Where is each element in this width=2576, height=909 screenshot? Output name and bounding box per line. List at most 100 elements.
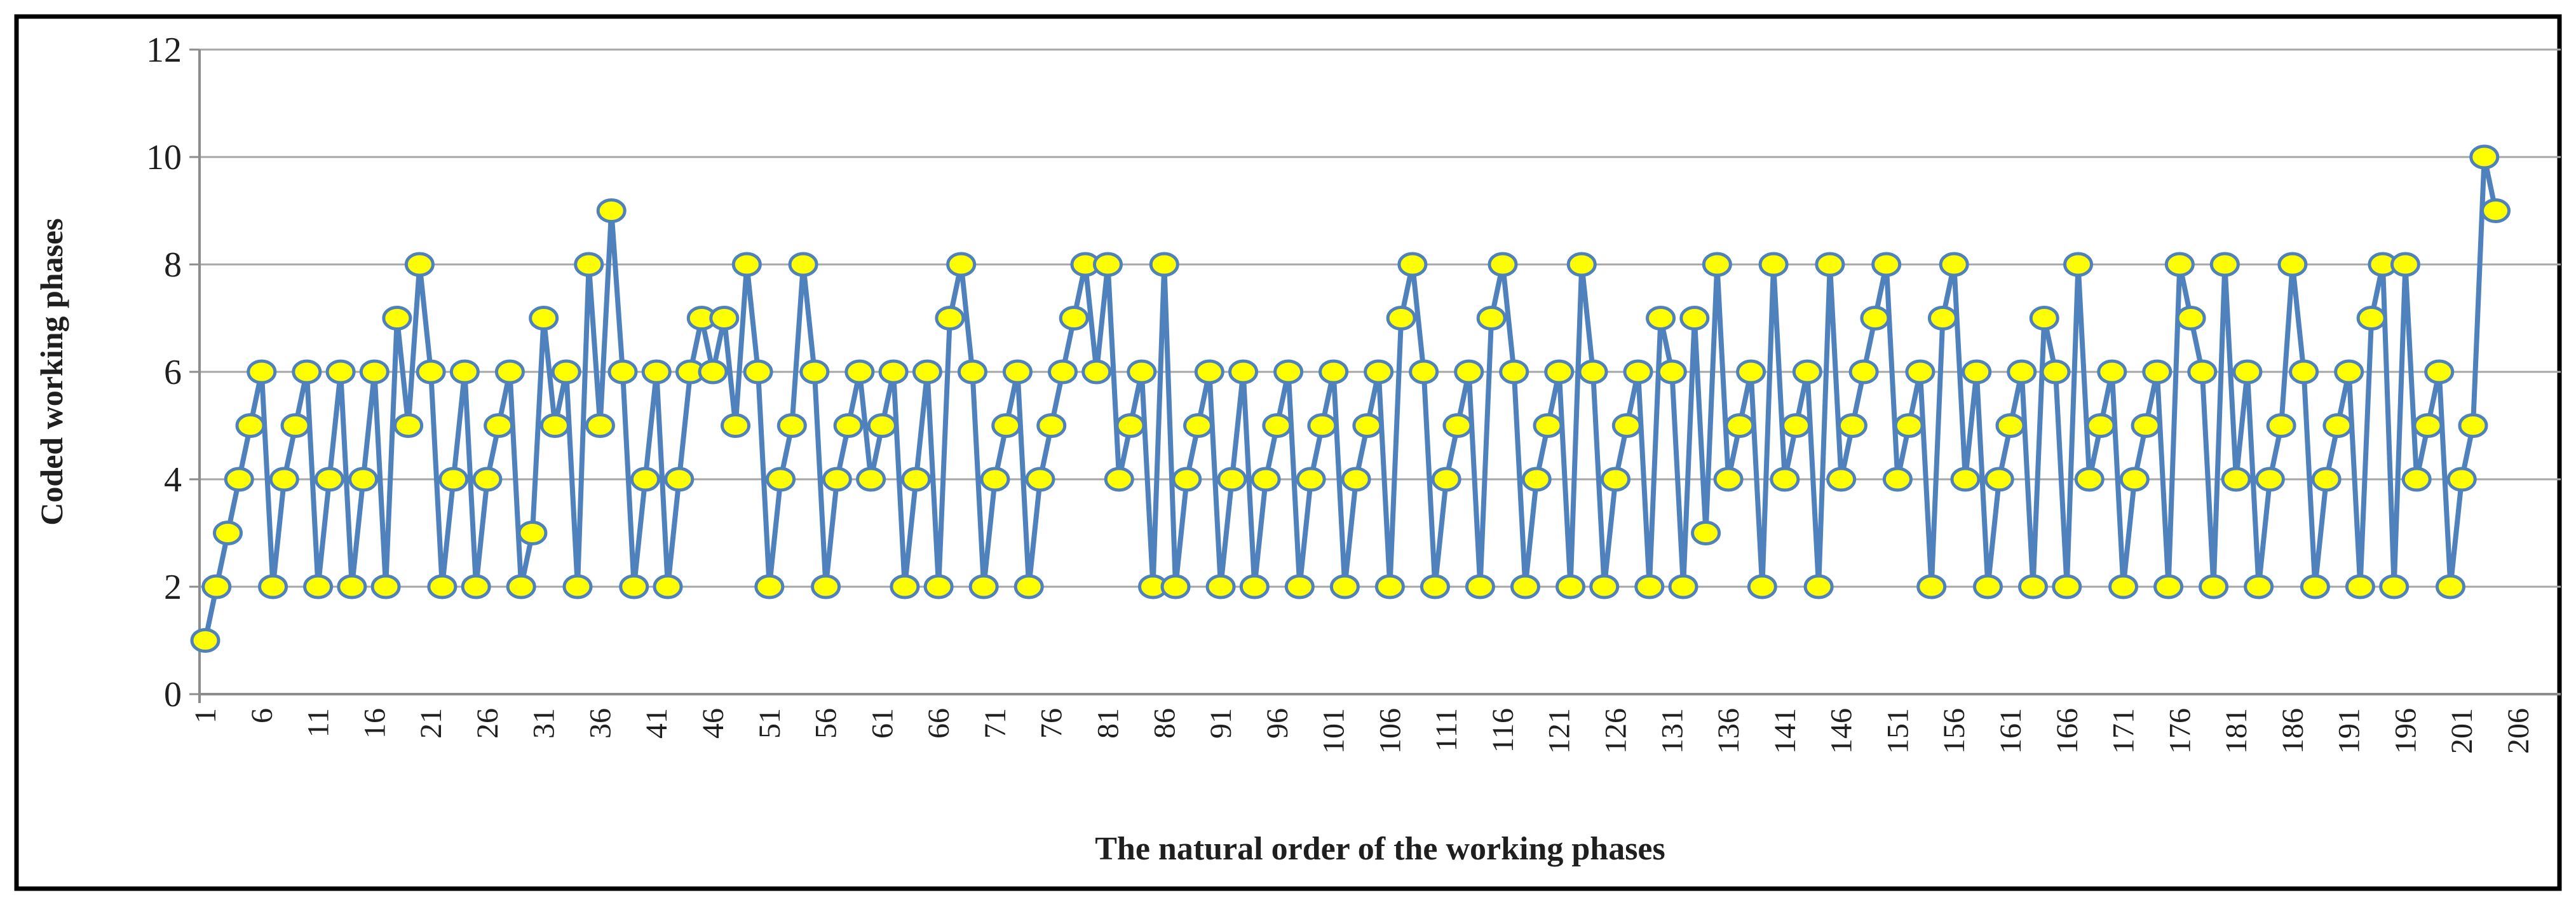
data-point bbox=[2029, 306, 2059, 331]
x-tick-label: 141 bbox=[1768, 708, 1802, 754]
data-point bbox=[585, 413, 615, 438]
x-tick-label: 16 bbox=[358, 708, 391, 739]
x-tick-label: 186 bbox=[2276, 708, 2310, 754]
x-tick-label: 201 bbox=[2445, 708, 2479, 754]
x-tick-label: 166 bbox=[2051, 708, 2084, 754]
data-point bbox=[1115, 413, 1146, 438]
data-point bbox=[923, 574, 954, 599]
y-tick-label: 6 bbox=[164, 353, 182, 392]
y-tick-label: 0 bbox=[164, 675, 182, 714]
data-point bbox=[2413, 413, 2443, 438]
data-point bbox=[1916, 574, 1947, 599]
data-point bbox=[1702, 252, 1732, 277]
data-point bbox=[427, 574, 458, 599]
data-point bbox=[641, 359, 672, 385]
data-point bbox=[1273, 359, 1304, 385]
data-point bbox=[2277, 252, 2308, 277]
data-point bbox=[1183, 413, 1214, 438]
x-tick-label: 146 bbox=[1825, 708, 1859, 754]
data-point bbox=[2176, 306, 2206, 331]
data-point bbox=[1386, 306, 1416, 331]
data-point bbox=[2289, 359, 2319, 385]
data-point bbox=[653, 574, 683, 599]
data-point bbox=[1002, 359, 1033, 385]
data-point bbox=[1882, 467, 1913, 492]
data-point bbox=[2435, 574, 2465, 599]
data-point bbox=[799, 359, 830, 385]
data-point bbox=[1837, 413, 1868, 438]
data-point bbox=[2097, 359, 2127, 385]
figure-frame bbox=[14, 14, 2562, 891]
data-point bbox=[1623, 359, 1653, 385]
data-point bbox=[224, 467, 254, 492]
data-point bbox=[1025, 467, 1055, 492]
data-point bbox=[1465, 574, 1495, 599]
y-tick-label: 8 bbox=[164, 245, 182, 285]
data-point bbox=[574, 252, 604, 277]
data-point bbox=[1691, 521, 1721, 545]
data-point bbox=[461, 574, 491, 599]
data-point bbox=[190, 628, 220, 653]
data-point bbox=[1059, 306, 1089, 331]
data-point bbox=[1510, 574, 1540, 599]
x-tick-label: 176 bbox=[2163, 708, 2197, 754]
data-point bbox=[269, 467, 299, 492]
x-tick-label: 126 bbox=[1599, 708, 1633, 754]
data-point bbox=[754, 574, 785, 599]
data-point bbox=[1679, 306, 1710, 331]
data-point bbox=[1589, 574, 1620, 599]
data-point bbox=[890, 574, 920, 599]
data-point bbox=[416, 359, 446, 385]
data-point bbox=[337, 574, 367, 599]
x-tick-label: 1 bbox=[189, 708, 222, 723]
x-tick-label: 136 bbox=[1712, 708, 1746, 754]
data-point bbox=[822, 467, 852, 492]
data-point bbox=[1364, 359, 1394, 385]
data-point bbox=[1792, 359, 1822, 385]
data-point bbox=[235, 413, 266, 438]
data-point bbox=[1905, 359, 1935, 385]
data-point bbox=[1172, 467, 1202, 492]
x-tick-label: 96 bbox=[1261, 708, 1294, 739]
data-point bbox=[1815, 252, 1845, 277]
data-point bbox=[2153, 574, 2184, 599]
data-point bbox=[1601, 467, 1631, 492]
x-tick-label: 171 bbox=[2107, 708, 2141, 754]
data-point bbox=[1454, 359, 1484, 385]
data-point bbox=[2017, 574, 2048, 599]
data-series bbox=[190, 144, 2511, 653]
data-point bbox=[2390, 252, 2420, 277]
data-point bbox=[449, 359, 480, 385]
data-point bbox=[1860, 306, 1890, 331]
data-point bbox=[1013, 574, 1044, 599]
x-tick-label: 161 bbox=[1994, 708, 2028, 754]
x-tick-label: 6 bbox=[245, 708, 279, 723]
y-tick-label: 10 bbox=[146, 138, 182, 177]
data-point bbox=[867, 413, 897, 438]
data-point bbox=[2480, 198, 2511, 223]
data-point bbox=[2209, 252, 2240, 277]
data-point bbox=[1397, 252, 1428, 277]
data-point bbox=[2063, 252, 2094, 277]
data-point bbox=[1476, 306, 1507, 331]
axes bbox=[198, 50, 2561, 703]
data-point bbox=[292, 359, 322, 385]
x-tick-label: 111 bbox=[1430, 708, 1463, 751]
data-point bbox=[1307, 413, 1338, 438]
x-tick-label: 131 bbox=[1655, 708, 1689, 754]
data-point bbox=[630, 467, 660, 492]
data-point bbox=[619, 574, 649, 599]
data-point bbox=[562, 574, 593, 599]
data-point bbox=[2164, 252, 2195, 277]
data-point bbox=[957, 359, 987, 385]
x-tick-label: 106 bbox=[1373, 708, 1407, 754]
data-point bbox=[393, 413, 424, 438]
data-point bbox=[1871, 252, 1902, 277]
data-point bbox=[247, 359, 277, 385]
x-tick-label: 26 bbox=[471, 708, 505, 739]
data-point bbox=[359, 359, 390, 385]
data-point bbox=[2424, 359, 2455, 385]
x-tick-label: 206 bbox=[2502, 708, 2535, 754]
data-point bbox=[766, 467, 796, 492]
y-axis-tick-labels: 0 2 4 6 8 10 12 bbox=[146, 31, 182, 714]
